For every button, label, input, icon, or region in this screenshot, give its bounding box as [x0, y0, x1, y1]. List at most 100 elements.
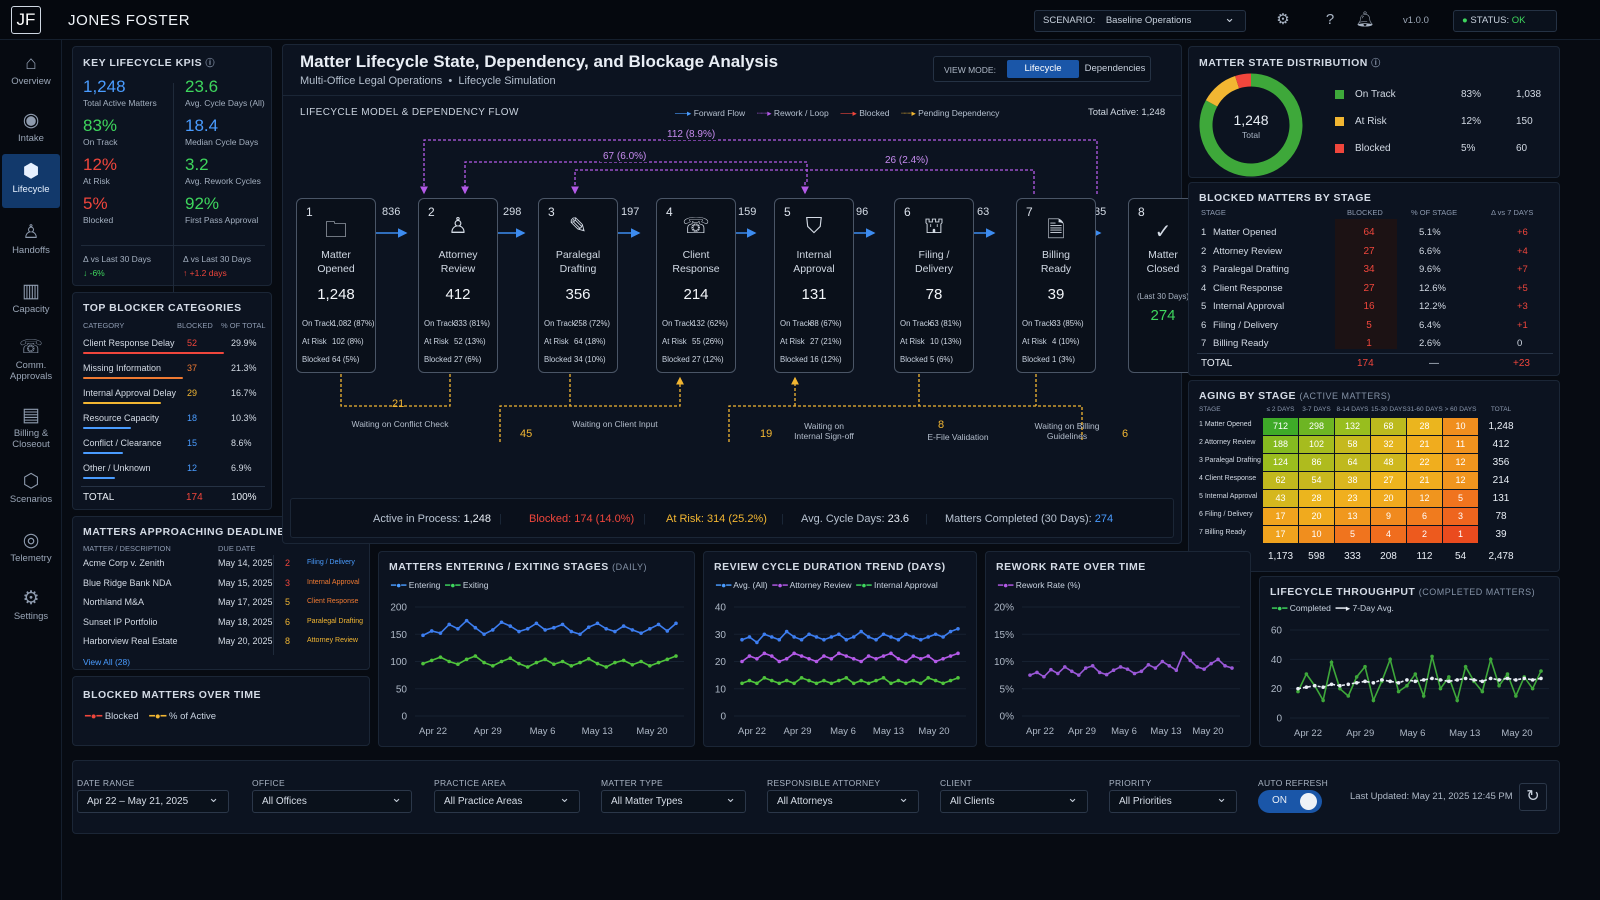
data-point[interactable]	[1421, 678, 1426, 682]
data-point[interactable]	[490, 628, 495, 632]
data-point[interactable]	[1363, 679, 1367, 684]
data-point[interactable]	[829, 656, 834, 661]
aging-cell[interactable]: 102	[1299, 436, 1334, 453]
data-point[interactable]	[956, 676, 960, 680]
data-point[interactable]	[586, 625, 591, 629]
aging-cell[interactable]: 188	[1263, 436, 1298, 453]
data-point[interactable]	[1480, 679, 1485, 684]
series-line-avg-all-[interactable]	[741, 628, 959, 644]
aging-cell[interactable]: 54	[1299, 472, 1334, 489]
data-point[interactable]	[807, 632, 811, 637]
donut-slice[interactable]	[1199, 73, 1303, 177]
filter-select[interactable]: All Priorities	[1109, 787, 1237, 813]
data-point[interactable]	[482, 660, 486, 665]
aging-cell[interactable]: 48	[1371, 454, 1406, 471]
data-point[interactable]	[595, 661, 600, 666]
donut-slice[interactable]	[1205, 76, 1240, 107]
data-point[interactable]	[1488, 657, 1493, 662]
data-point[interactable]	[630, 628, 635, 632]
data-point[interactable]	[1042, 674, 1046, 679]
data-point[interactable]	[569, 629, 574, 634]
data-point[interactable]	[889, 681, 893, 686]
aging-cell[interactable]: 11	[1443, 436, 1478, 453]
aging-cell[interactable]: 9	[1371, 508, 1406, 525]
aging-cell[interactable]: 2	[1407, 526, 1442, 543]
stage-node-3[interactable]: 3 ✎ Paralegal Drafting 356 On Track258 (72%) A…	[538, 198, 618, 373]
data-point[interactable]	[499, 620, 504, 625]
data-point[interactable]	[1132, 671, 1137, 676]
data-point[interactable]	[762, 651, 767, 656]
data-point[interactable]	[1396, 689, 1401, 694]
data-point[interactable]	[933, 678, 938, 683]
data-point[interactable]	[1125, 667, 1130, 671]
aging-cell[interactable]: 21	[1407, 472, 1442, 489]
series-line-completed[interactable]	[1297, 656, 1542, 704]
data-point[interactable]	[1209, 661, 1213, 666]
data-point[interactable]	[1514, 678, 1518, 682]
data-point[interactable]	[777, 659, 782, 664]
aging-cell[interactable]: 3	[1443, 508, 1478, 525]
data-point[interactable]	[665, 657, 670, 662]
data-point[interactable]	[560, 659, 565, 664]
data-point[interactable]	[926, 676, 931, 680]
data-point[interactable]	[948, 654, 953, 658]
data-point[interactable]	[1195, 665, 1199, 669]
data-point[interactable]	[941, 681, 945, 686]
data-point[interactable]	[1430, 676, 1434, 681]
data-point[interactable]	[769, 678, 774, 683]
data-point[interactable]	[1539, 669, 1543, 673]
aging-cell[interactable]: 13	[1335, 508, 1370, 525]
data-point[interactable]	[525, 665, 530, 669]
data-point[interactable]	[814, 659, 819, 664]
data-point[interactable]	[1405, 678, 1409, 682]
data-point[interactable]	[814, 635, 819, 639]
data-point[interactable]	[1160, 659, 1165, 664]
scenario-select[interactable]: SCENARIO: Baseline Operations ⌄	[1034, 10, 1246, 32]
data-point[interactable]	[784, 629, 789, 634]
data-point[interactable]	[755, 681, 759, 686]
data-point[interactable]	[1530, 686, 1535, 691]
data-point[interactable]	[1321, 698, 1325, 703]
data-point[interactable]	[543, 628, 547, 632]
data-point[interactable]	[1104, 672, 1109, 677]
aging-cell[interactable]: 27	[1371, 472, 1406, 489]
data-point[interactable]	[747, 635, 752, 639]
data-point[interactable]	[822, 654, 826, 658]
aging-cell[interactable]: 5	[1443, 490, 1478, 507]
data-point[interactable]	[1438, 678, 1443, 682]
series-line-entering[interactable]	[422, 619, 677, 637]
data-point[interactable]	[1455, 698, 1460, 703]
data-point[interactable]	[911, 654, 916, 658]
data-point[interactable]	[1049, 667, 1053, 672]
data-point[interactable]	[851, 681, 856, 686]
auto-refresh-toggle[interactable]: ON	[1258, 790, 1322, 813]
data-point[interactable]	[784, 678, 789, 683]
filter-select[interactable]: Apr 22 – May 21, 2025	[77, 787, 229, 813]
data-point[interactable]	[1076, 673, 1081, 677]
data-point[interactable]	[1463, 676, 1468, 681]
aging-cell[interactable]: 23	[1335, 490, 1370, 507]
data-point[interactable]	[447, 622, 451, 627]
data-point[interactable]	[896, 678, 901, 683]
data-point[interactable]	[837, 651, 841, 656]
data-point[interactable]	[769, 654, 774, 658]
data-point[interactable]	[1405, 683, 1409, 688]
nav-item-scenarios[interactable]: ⬡ Scenarios	[0, 464, 62, 518]
data-point[interactable]	[866, 654, 871, 658]
data-point[interactable]	[851, 635, 856, 639]
data-point[interactable]	[464, 618, 469, 623]
filter-select[interactable]: All Practice Areas	[434, 787, 580, 813]
stage-node-closed[interactable]: 8 ✓ Matter Closed (Last 30 Days) 274	[1128, 198, 1198, 373]
data-point[interactable]	[807, 678, 811, 683]
data-point[interactable]	[674, 654, 678, 658]
data-point[interactable]	[1188, 658, 1193, 663]
data-point[interactable]	[525, 627, 530, 631]
aging-cell[interactable]: 10	[1299, 526, 1334, 543]
data-point[interactable]	[456, 627, 460, 631]
data-point[interactable]	[881, 632, 886, 637]
view-mode-lifecycle[interactable]: Lifecycle	[1007, 60, 1079, 78]
aging-cell[interactable]: 10	[1443, 418, 1478, 435]
series-line-attorney-review[interactable]	[741, 652, 959, 663]
data-point[interactable]	[822, 678, 826, 683]
data-point[interactable]	[755, 656, 759, 661]
